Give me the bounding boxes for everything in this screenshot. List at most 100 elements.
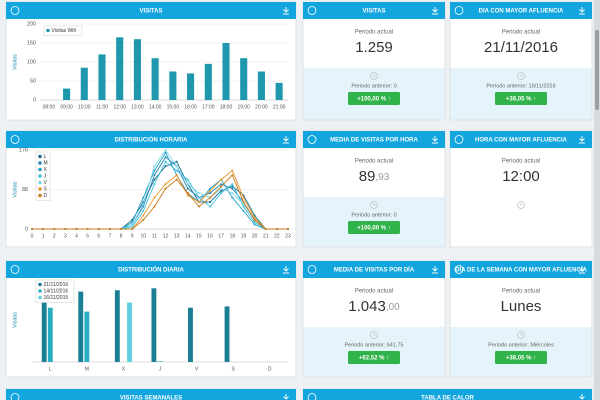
help-icon[interactable]: [307, 265, 317, 274]
help-icon[interactable]: [307, 135, 317, 144]
x-tick-label: 21: [263, 233, 269, 239]
help-icon[interactable]: [10, 393, 20, 400]
help-icon[interactable]: [454, 265, 464, 274]
point: [220, 187, 223, 190]
download-icon[interactable]: [579, 266, 585, 274]
legend-label: L: [44, 154, 47, 160]
legend-marker: [38, 282, 42, 287]
download-icon[interactable]: [283, 266, 289, 274]
panel-header: [450, 261, 592, 278]
point: [153, 196, 156, 199]
previous-label: Periodo anterior: 0: [351, 212, 396, 218]
panel-header: [303, 389, 592, 400]
point: [153, 183, 156, 186]
panel-title: DISTRIBUCIÓN HORARIA: [115, 136, 189, 144]
legend-label: D: [44, 193, 48, 199]
y-tick-label: 88: [22, 187, 28, 193]
point: [164, 149, 167, 151]
point: [275, 228, 278, 230]
legend-marker: [38, 154, 42, 159]
y-tick-label: 176: [19, 147, 28, 153]
y-tick-label: 0: [33, 97, 36, 103]
y-axis-title: Visitas: [12, 312, 18, 328]
previous-label: Periodo anterior: Miércoles: [488, 342, 554, 348]
point: [42, 228, 45, 230]
legend-box: [43, 25, 83, 36]
point: [164, 165, 167, 168]
help-icon[interactable]: [454, 6, 464, 15]
x-tick-label: 14:00: [149, 104, 162, 110]
point: [231, 187, 234, 190]
panel-title: HORA CON MAYOR AFLUENCIA: [475, 138, 568, 144]
legend-marker: [38, 167, 42, 172]
clock-icon: [370, 72, 378, 80]
point: [197, 205, 200, 208]
point: [186, 178, 189, 181]
current-label: Periodo actual: [502, 289, 540, 295]
scrollbar[interactable]: [594, 0, 600, 400]
panel-title: DIA CON MAYOR AFLUENCIA: [479, 9, 564, 15]
x-tick-label: 3: [64, 233, 67, 239]
bar: [80, 67, 88, 100]
legend-label: 21/11/2016: [44, 282, 69, 288]
point: [253, 219, 256, 222]
kpi-value: 1.259: [355, 39, 393, 56]
point: [242, 210, 245, 213]
point: [175, 160, 178, 163]
panel-header: [303, 2, 445, 19]
download-icon[interactable]: [579, 394, 585, 400]
point: [253, 216, 256, 219]
download-icon[interactable]: [579, 136, 585, 144]
bar: [257, 71, 265, 100]
current-label: Periodo actual: [355, 289, 393, 295]
panel-title: MEDIA DE VISITAS POR HORA: [330, 138, 418, 144]
x-tick-label: 8: [120, 233, 123, 239]
clock-icon: [370, 331, 378, 339]
download-icon[interactable]: [432, 7, 438, 15]
x-tick-label: 16: [207, 233, 213, 239]
x-tick-label: L: [49, 366, 52, 372]
help-icon[interactable]: [454, 135, 464, 144]
help-icon[interactable]: [10, 6, 20, 15]
legend-marker: [38, 193, 42, 198]
point: [153, 178, 156, 181]
legend-label: 14/11/2016: [44, 288, 69, 294]
change-badge: [495, 351, 547, 364]
help-icon[interactable]: [10, 265, 20, 274]
x-tick-label: 10:00: [78, 104, 91, 110]
point: [131, 225, 134, 228]
point: [220, 189, 223, 192]
download-icon[interactable]: [283, 7, 289, 15]
download-icon[interactable]: [432, 136, 438, 144]
point: [86, 228, 89, 230]
download-icon[interactable]: [283, 394, 289, 400]
legend-marker: [38, 180, 42, 185]
point: [164, 183, 167, 186]
point: [131, 223, 134, 226]
help-icon[interactable]: [10, 135, 20, 144]
help-icon[interactable]: [307, 393, 317, 400]
download-icon[interactable]: [579, 7, 585, 15]
point: [164, 156, 167, 159]
legend-label: M: [44, 160, 48, 166]
x-tick-label: 17: [218, 233, 224, 239]
point: [253, 221, 256, 224]
legend-label: X: [44, 167, 48, 173]
x-tick-label: 15: [196, 233, 202, 239]
point: [231, 196, 234, 199]
previous-label: Periodo anterior: 16/11/2016: [486, 83, 555, 89]
download-icon[interactable]: [283, 136, 289, 144]
bar: [127, 302, 132, 362]
x-tick-label: 2: [53, 233, 56, 239]
bar: [240, 58, 248, 100]
kpi-value: Lunes: [501, 298, 542, 315]
x-tick-label: 08:00: [43, 104, 56, 110]
scrollbar-thumb[interactable]: [595, 30, 599, 110]
help-icon[interactable]: [307, 6, 317, 15]
change-text: +38,05 % ↑: [506, 355, 536, 361]
panel-title: MEDIA DE VISITAS POR DÍA: [334, 266, 415, 274]
point: [75, 228, 78, 230]
download-icon[interactable]: [432, 266, 438, 274]
x-tick-label: 0: [31, 233, 34, 239]
bar: [116, 37, 124, 100]
